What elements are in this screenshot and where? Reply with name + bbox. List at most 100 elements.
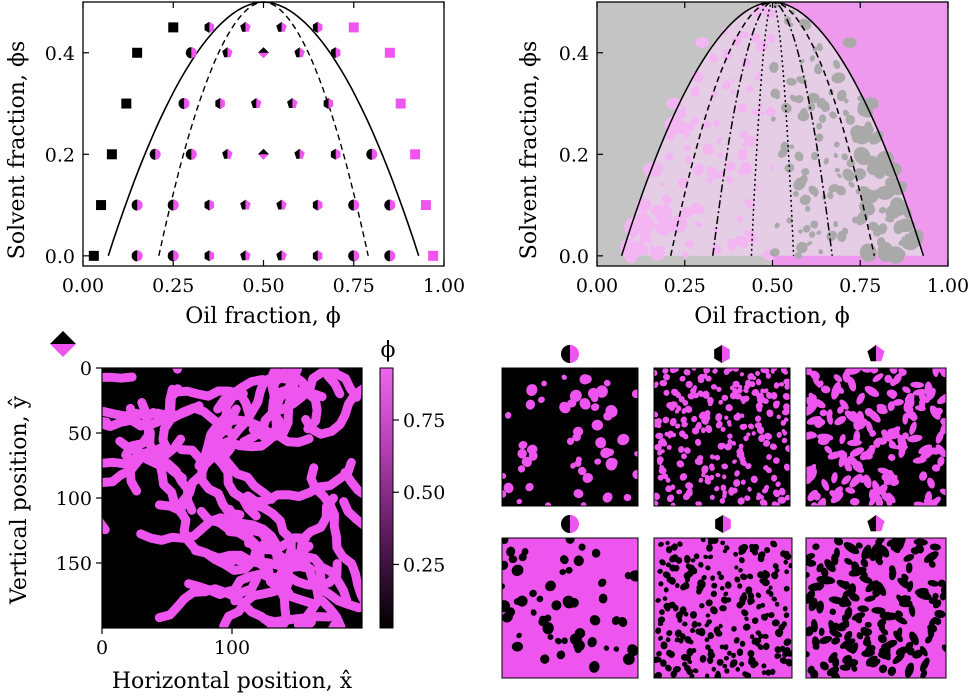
morphology-blob (765, 106, 777, 117)
droplet (733, 551, 739, 557)
morphology-blob (754, 184, 760, 190)
droplet (573, 639, 585, 652)
droplet (833, 624, 846, 632)
droplet (517, 448, 527, 459)
morphology-blob (816, 122, 823, 130)
morphology-blob (857, 169, 867, 178)
solid-curve (620, 2, 925, 257)
droplet (660, 641, 668, 650)
droplet (631, 389, 638, 399)
marker-half-solvent (222, 47, 228, 58)
oil-square-marker (384, 47, 395, 58)
droplet (654, 369, 658, 377)
droplet (832, 657, 840, 669)
marker-half-solvent (330, 47, 336, 59)
droplet (707, 554, 714, 560)
droplet (849, 497, 860, 506)
marker-half-solvent (330, 148, 336, 160)
oil-domain (219, 578, 287, 628)
droplet (783, 463, 790, 471)
droplet (603, 645, 610, 651)
pentagon-marker (240, 250, 251, 261)
droplet (935, 430, 944, 444)
droplet (912, 649, 924, 659)
hexagon-marker (204, 199, 215, 211)
droplet (729, 662, 736, 668)
droplet (627, 644, 638, 657)
droplet (699, 603, 705, 609)
droplet (928, 616, 938, 627)
droplet (502, 560, 509, 571)
droplet (760, 388, 766, 394)
marker-half-solvent (276, 199, 282, 210)
oil-domain (248, 368, 299, 442)
droplet (613, 646, 620, 652)
circle-marker (149, 148, 161, 160)
diamond-marker (258, 47, 269, 59)
droplet (853, 430, 861, 445)
colorbar-tick-label: 0.50 (403, 482, 445, 504)
droplet (711, 666, 716, 672)
droplet (739, 640, 746, 647)
droplet (851, 612, 866, 621)
droplet (903, 554, 915, 562)
droplet (725, 597, 732, 603)
droplet (751, 617, 759, 624)
droplet (734, 470, 740, 477)
droplet (727, 439, 733, 445)
droplet (707, 538, 713, 541)
morphology-blob (789, 144, 795, 149)
x-tick-label: 0.00 (62, 275, 104, 297)
droplet (596, 385, 608, 398)
morphology-blob (816, 43, 823, 52)
droplet (591, 548, 601, 558)
droplet (662, 571, 671, 579)
morphology-image (653, 345, 791, 507)
droplet (657, 460, 663, 466)
droplet (902, 413, 909, 425)
morphology-blob (810, 220, 819, 229)
morphology-blob (770, 116, 776, 122)
droplet (765, 373, 771, 379)
morphology-blob (876, 185, 894, 200)
droplet (937, 456, 945, 467)
morphology-blob (744, 135, 756, 148)
droplet (872, 480, 881, 497)
droplet (918, 471, 928, 481)
droplet (623, 493, 632, 502)
droplet (684, 405, 693, 413)
droplet (657, 474, 664, 481)
droplet (722, 549, 728, 554)
droplet (741, 592, 747, 598)
droplet (905, 562, 913, 574)
y-tick-label: 0.0 (559, 246, 589, 268)
marker-half-solvent (714, 345, 722, 363)
dashed-curve (669, 2, 876, 256)
droplet (770, 392, 778, 400)
morphology-blob (799, 194, 811, 206)
droplet (839, 399, 849, 410)
droplet (654, 420, 660, 428)
droplet (782, 606, 788, 612)
droplet (516, 632, 522, 639)
y-tick-label: 150 (56, 553, 92, 575)
droplet (765, 391, 773, 399)
marker-half-solvent (276, 250, 282, 261)
droplet (779, 645, 786, 652)
droplet (580, 502, 587, 506)
droplet (666, 630, 673, 637)
droplet (921, 589, 931, 600)
droplet (875, 499, 884, 506)
marker-half-solvent (366, 148, 372, 160)
droplet (691, 427, 700, 435)
droplet (765, 669, 772, 676)
droplet (829, 629, 843, 638)
droplet (783, 585, 790, 592)
droplet (909, 421, 917, 435)
droplet (689, 611, 697, 619)
morphology-blob (876, 236, 886, 248)
marker-half-solvent (251, 98, 257, 108)
droplet (706, 544, 713, 552)
droplet (920, 670, 928, 678)
droplet (785, 658, 792, 667)
